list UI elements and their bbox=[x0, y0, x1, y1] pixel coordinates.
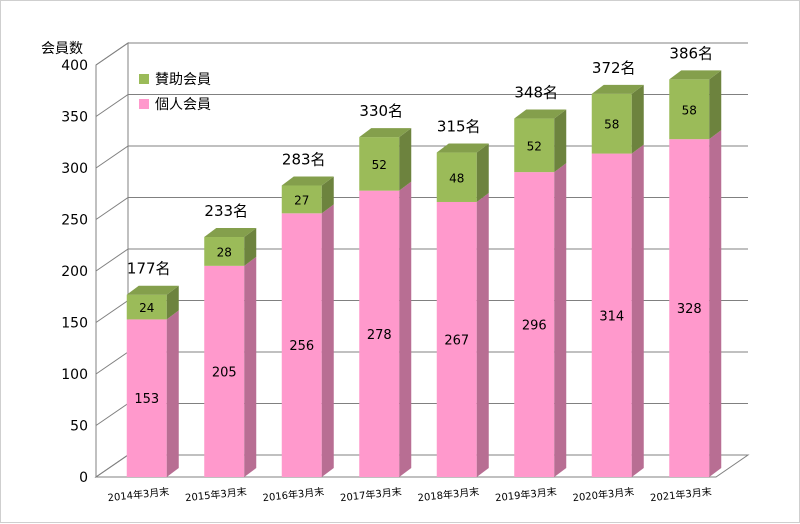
y-tick-label: 100 bbox=[61, 367, 88, 383]
bar-top bbox=[204, 228, 257, 238]
x-category-label: 2021年3月末 bbox=[649, 485, 712, 504]
total-label: 330名 bbox=[359, 102, 403, 120]
data-label: 314 bbox=[599, 309, 624, 324]
data-label: 328 bbox=[677, 302, 702, 317]
bar-front-individual bbox=[359, 190, 400, 477]
bar-side bbox=[476, 143, 489, 202]
bar-side bbox=[631, 84, 644, 154]
y-tick-label: 300 bbox=[61, 161, 88, 177]
bar-side bbox=[709, 70, 722, 140]
gridline-left bbox=[95, 197, 129, 220]
data-label: 28 bbox=[217, 245, 232, 259]
data-label: 52 bbox=[527, 139, 542, 153]
x-category-label: 2017年3月末 bbox=[339, 485, 402, 504]
data-label: 153 bbox=[134, 392, 159, 407]
bar-front-individual bbox=[514, 172, 555, 477]
bar-top bbox=[126, 285, 179, 295]
bar-side bbox=[476, 192, 489, 478]
x-category-label: 2016年3月末 bbox=[262, 485, 325, 504]
legend-swatch bbox=[139, 99, 149, 109]
y-tick-label: 0 bbox=[79, 470, 88, 486]
bar-front-individual bbox=[436, 201, 477, 478]
data-label: 58 bbox=[682, 103, 697, 117]
bar-side bbox=[244, 228, 257, 266]
gridline-left bbox=[95, 300, 129, 323]
gridline-left bbox=[95, 42, 129, 66]
data-label: 296 bbox=[522, 319, 547, 334]
total-label: 233名 bbox=[204, 202, 248, 220]
bar-front-individual bbox=[126, 319, 167, 477]
bar-front-supporting bbox=[359, 137, 400, 191]
bar-side bbox=[399, 128, 412, 191]
bar-side bbox=[244, 256, 257, 477]
bar-top bbox=[591, 84, 644, 94]
total-label: 348名 bbox=[514, 84, 558, 102]
floor bbox=[94, 454, 750, 478]
bar-front-supporting bbox=[436, 152, 477, 202]
data-label: 58 bbox=[604, 118, 619, 132]
y-tick-label: 350 bbox=[61, 110, 88, 126]
total-label: 315名 bbox=[437, 118, 481, 136]
total-label: 177名 bbox=[127, 260, 171, 278]
bar-top bbox=[514, 109, 567, 119]
data-label: 27 bbox=[294, 193, 309, 207]
legend-label: 個人会員 bbox=[155, 97, 211, 113]
data-label: 267 bbox=[444, 333, 469, 348]
total-label: 283名 bbox=[282, 151, 326, 169]
bar-front-supporting bbox=[281, 185, 322, 214]
legend-label: 賛助会員 bbox=[155, 72, 211, 88]
y-tick-label: 250 bbox=[61, 213, 88, 229]
bar-front-individual bbox=[591, 153, 632, 477]
total-label: 386名 bbox=[669, 44, 713, 62]
y-tick-label: 150 bbox=[61, 316, 88, 332]
bar-top bbox=[359, 128, 412, 138]
bar-front-individual bbox=[281, 213, 322, 477]
data-label: 256 bbox=[289, 339, 314, 354]
bar-side bbox=[554, 163, 567, 477]
x-category-label: 2020年3月末 bbox=[572, 485, 635, 504]
y-tick-label: 400 bbox=[61, 58, 88, 74]
bar-side bbox=[166, 285, 179, 320]
bar-side bbox=[321, 176, 334, 214]
gridline-left bbox=[95, 351, 129, 375]
total-label: 372名 bbox=[592, 59, 636, 77]
bar-top bbox=[281, 176, 334, 186]
bar-front-supporting bbox=[669, 79, 710, 140]
bar-side bbox=[554, 109, 567, 173]
bar-side bbox=[399, 181, 412, 477]
bar-front-supporting bbox=[514, 118, 555, 173]
x-category-label: 2015年3月末 bbox=[184, 485, 247, 504]
bar-top bbox=[436, 143, 489, 153]
bar-side bbox=[166, 310, 179, 477]
gridline-left bbox=[95, 145, 129, 169]
gridline-left bbox=[95, 94, 129, 117]
bar-front-individual bbox=[204, 265, 245, 477]
y-tick-label: 50 bbox=[70, 419, 88, 435]
bar-side bbox=[709, 130, 722, 477]
x-category-label: 2018年3月末 bbox=[417, 485, 480, 504]
bar-top bbox=[669, 70, 722, 80]
data-label: 278 bbox=[367, 328, 392, 343]
data-label: 52 bbox=[372, 158, 387, 172]
x-category-label: 2019年3月末 bbox=[494, 485, 557, 504]
gridline-left bbox=[95, 248, 129, 272]
data-label: 24 bbox=[139, 301, 154, 315]
legend-swatch bbox=[139, 74, 149, 84]
bar-front-supporting bbox=[126, 294, 167, 320]
data-label: 205 bbox=[212, 365, 237, 380]
y-tick-label: 200 bbox=[61, 264, 88, 280]
bar-front-supporting bbox=[204, 237, 245, 266]
data-label: 48 bbox=[449, 171, 464, 185]
gridline-left bbox=[95, 403, 129, 426]
bar-side bbox=[631, 144, 644, 477]
bar-front-supporting bbox=[591, 93, 632, 154]
x-category-label: 2014年3月末 bbox=[107, 485, 170, 504]
bar-side bbox=[321, 204, 334, 477]
bar-front-individual bbox=[669, 139, 710, 477]
gridline-left bbox=[95, 454, 129, 478]
y-axis-title: 会員数 bbox=[41, 41, 83, 57]
